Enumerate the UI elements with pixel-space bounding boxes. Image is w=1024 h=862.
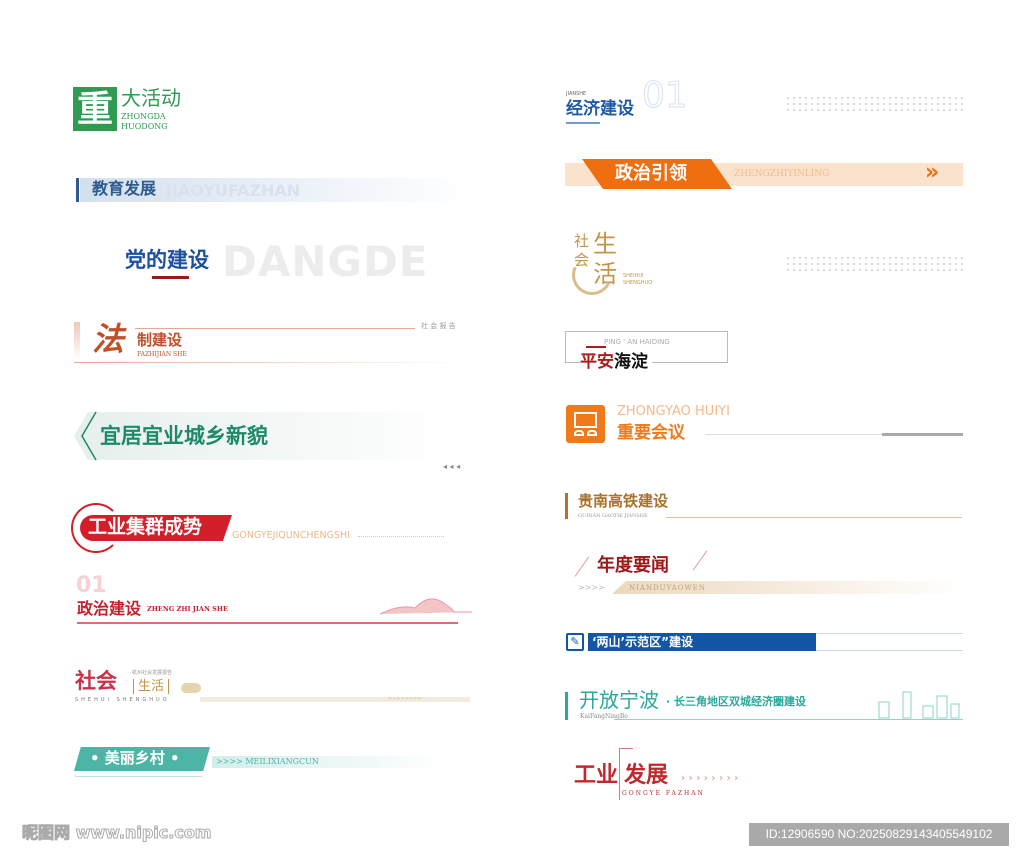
jingji-tag: JIANSHE — [566, 91, 587, 97]
yiju-arrows: ◂ ◂ ◂ — [443, 462, 461, 471]
jiaoyu-bar — [76, 178, 79, 202]
zhongda-title: 大活动 — [121, 86, 181, 110]
fazhi-top-line — [135, 328, 415, 329]
gongye-red-shape — [80, 515, 232, 541]
huiyi-line — [705, 434, 963, 435]
fazhi-sub: FAZHIJIAN SHE — [137, 351, 187, 358]
gongye-arc — [71, 503, 121, 553]
huiyi-title: 重要会议 — [617, 423, 685, 443]
jingji-underline — [566, 122, 600, 124]
mountain-icon — [380, 598, 472, 615]
yaowen-arrows: >>>> — [578, 583, 605, 592]
shenghuo-sub2: SHENGHUO — [623, 280, 653, 286]
shehui-band — [200, 697, 470, 702]
fazhan-frame — [619, 748, 633, 800]
gaotie-sub: GUINAN GAOTIE JIANSHE — [578, 513, 648, 519]
liangshan-lines — [816, 633, 963, 651]
fazhi-glyph: 法 — [92, 320, 125, 358]
gongye-dotted-line — [358, 536, 444, 537]
zhengzhi-number: 01 — [76, 573, 107, 598]
meeting-icon — [566, 405, 605, 443]
huiyi-sub: ZHONGYAO HUIYI — [617, 404, 730, 419]
jingji-title: 经济建设 — [566, 99, 634, 119]
pingan-red: 平安 — [580, 352, 614, 372]
jiaoyu-band — [80, 178, 470, 202]
fazhan-sub: GONGYE FAZHAN — [622, 790, 705, 797]
shenghuo-char-1: 社 — [574, 232, 590, 250]
dangde-bg-text: DANGDE — [222, 237, 429, 286]
meili-band — [212, 756, 442, 768]
yaowen-slash-right — [692, 550, 708, 571]
pingan-sub: PING ' AN HAIDING — [604, 338, 670, 346]
yaowen-slash-left — [574, 556, 590, 577]
pingan-black: 海淀 — [614, 352, 648, 372]
gongye-title: 工业集群成势 — [88, 516, 203, 538]
jiaoyu-bg-text: JIAOYUFAZHAN — [166, 181, 301, 200]
fazhi-title: 制建设 — [137, 331, 183, 349]
cloud-icon — [181, 683, 201, 693]
dot-grid — [785, 95, 963, 113]
liangshan-bar — [588, 633, 816, 651]
ningbo-title: 开放宁波 — [579, 688, 659, 712]
meili-shape — [74, 747, 210, 771]
liangshan-title: ‘两山’示范区”建设 — [592, 635, 694, 649]
edit-document-icon: ✎ — [566, 633, 584, 651]
fazhi-tag: 社 会 报 告 — [421, 322, 456, 330]
meili-title: • 美丽乡村 • — [90, 749, 180, 767]
ningbo-bar — [565, 692, 568, 720]
nipic-watermark: 昵图网 www.nipic.com — [22, 823, 212, 843]
yinling-orange-shape — [582, 159, 732, 189]
double-chevron-icon: » — [925, 160, 940, 185]
pingan-red-dash — [586, 346, 606, 348]
huiyi-line-dark — [882, 433, 963, 436]
jingji-number: 01 — [642, 75, 689, 116]
shehui-sub: SHEHUI SHENGHUO — [75, 697, 170, 703]
fazhi-left-bar — [74, 322, 80, 360]
fazhan-arrows: › › › › › › › › — [681, 773, 739, 784]
zhongda-logo-box: 重 — [73, 87, 117, 131]
yinling-title: 政治引领 — [615, 163, 687, 184]
ningbo-pinyin: KaiFangNingBo — [580, 713, 628, 720]
dot-grid — [785, 255, 963, 273]
shenghuo-char-2: 会 — [574, 251, 590, 269]
shehui-boxed: 生活 — [133, 679, 170, 694]
yaowen-title: 年度要闻 — [597, 555, 669, 576]
image-id-badge: ID:12906590 NO:20250829143405549102 — [749, 823, 1009, 846]
shenghuo-char-4: 活 — [593, 260, 617, 288]
yaowen-sub: NIANDUYAOWEN — [629, 584, 706, 592]
ningbo-sub: · 长三角地区双城经济圈建设 — [666, 695, 807, 708]
shehui-tag: 杭州社会发展报告 — [132, 670, 173, 676]
dangde-title: 党的建设 — [125, 248, 209, 272]
fazhan-title-b: 发展 — [624, 762, 669, 788]
yiju-title: 宜居宜业城乡新貌 — [100, 424, 268, 448]
jiaoyu-title: 教育发展 — [92, 179, 157, 198]
shehui-arrows: >>>>>>>> — [388, 696, 422, 702]
gaotie-line — [666, 517, 962, 518]
shenghuo-char-3: 生 — [593, 230, 617, 258]
zhengzhi-sub: ZHENG ZHI JIAN SHE — [147, 605, 228, 613]
ningbo-line — [614, 719, 963, 720]
zhengzhi-line — [77, 622, 458, 624]
yinling-sub: ZHENGZHIYINLING — [734, 169, 830, 179]
yaowen-band — [612, 581, 962, 594]
pingan-title: 平安海淀 — [580, 352, 652, 372]
shenghuo-sub1: SHEIHUI — [623, 273, 644, 279]
shehui-title: 社会 — [75, 668, 117, 693]
fazhi-bottom-line — [74, 362, 464, 363]
city-skyline-icon — [878, 691, 960, 719]
zhongda-sub1: ZHONGDA — [121, 112, 166, 121]
gaotie-title: 贵南高铁建设 — [578, 492, 669, 510]
dangde-underline — [152, 276, 189, 279]
zhongda-sub2: HUODONG — [121, 122, 168, 131]
yiju-chevron-shape — [74, 411, 454, 461]
meili-sub: >>>> MEILIXIANGCUN — [216, 757, 319, 766]
gaotie-bar — [565, 493, 568, 519]
fazhan-title-a: 工业 — [574, 762, 619, 788]
gongye-sub: GONGYEJIQUNCHENGSHI — [232, 530, 351, 541]
zhengzhi-title: 政治建设 — [77, 599, 142, 618]
